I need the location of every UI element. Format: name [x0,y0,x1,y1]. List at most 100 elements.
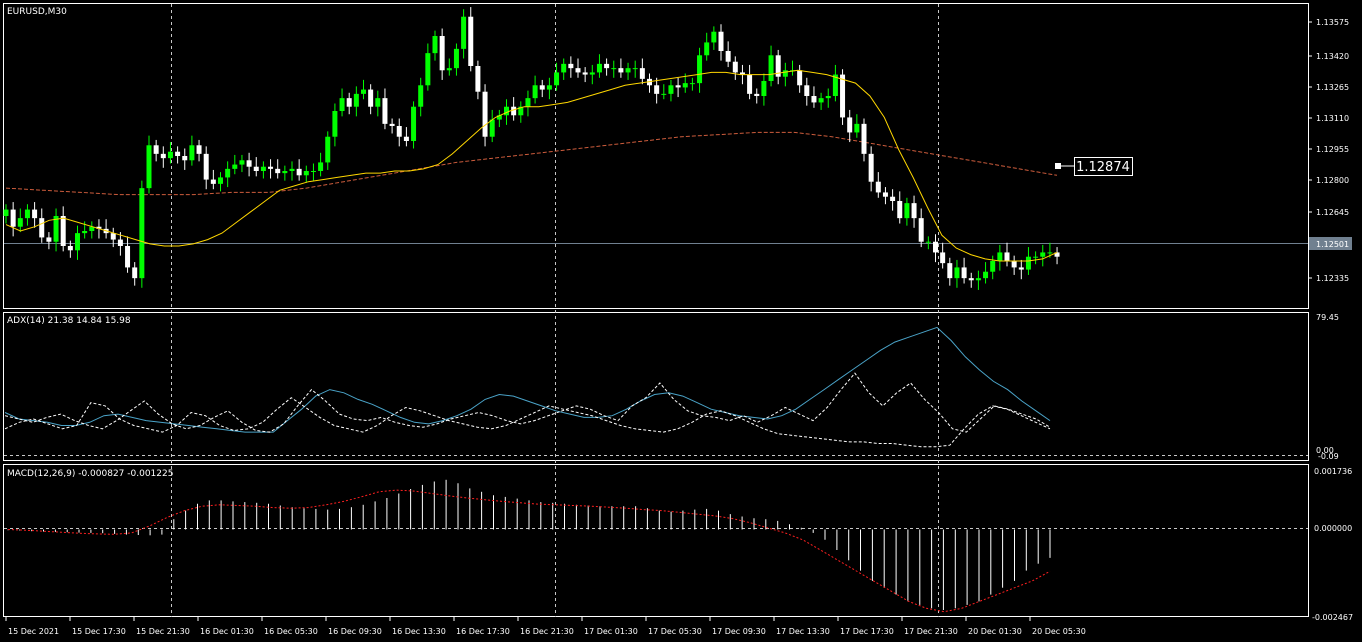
adx-lines [4,326,1051,448]
candle [1004,242,1010,267]
candle [518,101,524,123]
candle-body [482,91,488,137]
candle [268,159,274,179]
candle [17,208,23,233]
candle-body [954,267,960,279]
price-marker-box[interactable] [1074,157,1133,176]
candle-body [453,48,459,69]
candle [346,92,352,115]
candle-body [689,83,695,85]
candle-body [1025,256,1031,270]
candle [1011,255,1017,275]
candle-body [175,151,181,156]
slow-ma-line [5,131,1058,196]
price-marker-square[interactable] [1055,163,1061,169]
adx-top-label: 79.45 [1316,313,1339,322]
candle-body [596,63,602,73]
candle-body [60,216,66,246]
candle-body [17,218,23,227]
candle-body [232,164,238,169]
candle-body [882,192,888,197]
candle [697,47,703,93]
candle-body [611,68,617,70]
candle [160,146,166,168]
price-pane-frame[interactable] [3,3,1309,309]
candle [875,172,881,198]
candles[interactable] [3,7,1060,290]
candle [432,30,438,61]
candle [361,79,366,100]
candle-body [125,246,131,268]
candle [704,32,710,61]
candle [24,204,30,226]
candle-body [353,93,359,107]
candle [554,62,560,91]
candle [546,77,552,100]
candle [604,58,610,76]
candle-body [310,171,316,172]
adx-bottom-label2: -0.09 [1318,452,1339,461]
candle [811,86,817,108]
candle-body [67,246,73,251]
candle [75,225,80,260]
candle [639,58,645,85]
candle-body [546,85,552,90]
time-label: 16 Dec 13:30 [392,627,446,636]
candle [561,58,567,80]
candle [89,221,95,239]
candle-body [475,66,481,92]
candle [303,165,309,183]
candle [668,79,674,102]
candle [382,88,388,130]
candle-body [196,145,202,154]
time-label: 17 Dec 17:30 [840,627,894,636]
candle [1018,259,1024,280]
candle [840,69,846,125]
candle-body [961,267,967,279]
candle-body [968,278,974,281]
adx-pane-frame[interactable] [3,312,1309,461]
candle-body [868,153,874,182]
candle [353,86,359,117]
candle-body [918,218,924,242]
candle [139,180,145,288]
candle-body [511,106,517,116]
price-tick-label: 1.12645 [1316,208,1349,217]
candle-body [697,55,703,84]
candle [997,244,1003,271]
candle [339,88,345,117]
candle [167,142,173,164]
time-label: 15 Dec 17:30 [72,627,126,636]
candle [632,60,638,78]
candle [983,262,989,284]
candle-body [89,226,95,231]
candle-body [639,68,645,79]
candle-body [1004,252,1010,261]
candle [60,206,66,252]
candle-body [854,123,860,133]
candle-body [403,136,409,141]
candle-body [253,166,259,171]
macd-zero-label: 0.000000 [1314,524,1352,533]
candle [911,195,917,228]
time-label: 17 Dec 21:30 [904,627,958,636]
candle-body [325,136,331,163]
candle [725,41,731,68]
candle [125,236,131,273]
candle-body [847,117,853,133]
time-label: 15 Dec 21:30 [136,627,190,636]
candle-body [589,72,595,75]
candle [32,202,38,228]
candle [453,43,459,76]
candle [289,161,295,181]
candle-body [282,171,288,174]
candle-body [675,85,681,88]
candle-body [661,93,667,95]
candle [117,232,123,256]
candle [489,109,495,143]
candle [475,60,481,100]
candle [318,152,324,177]
macd-pane-frame[interactable] [3,464,1309,617]
candle [647,73,652,93]
